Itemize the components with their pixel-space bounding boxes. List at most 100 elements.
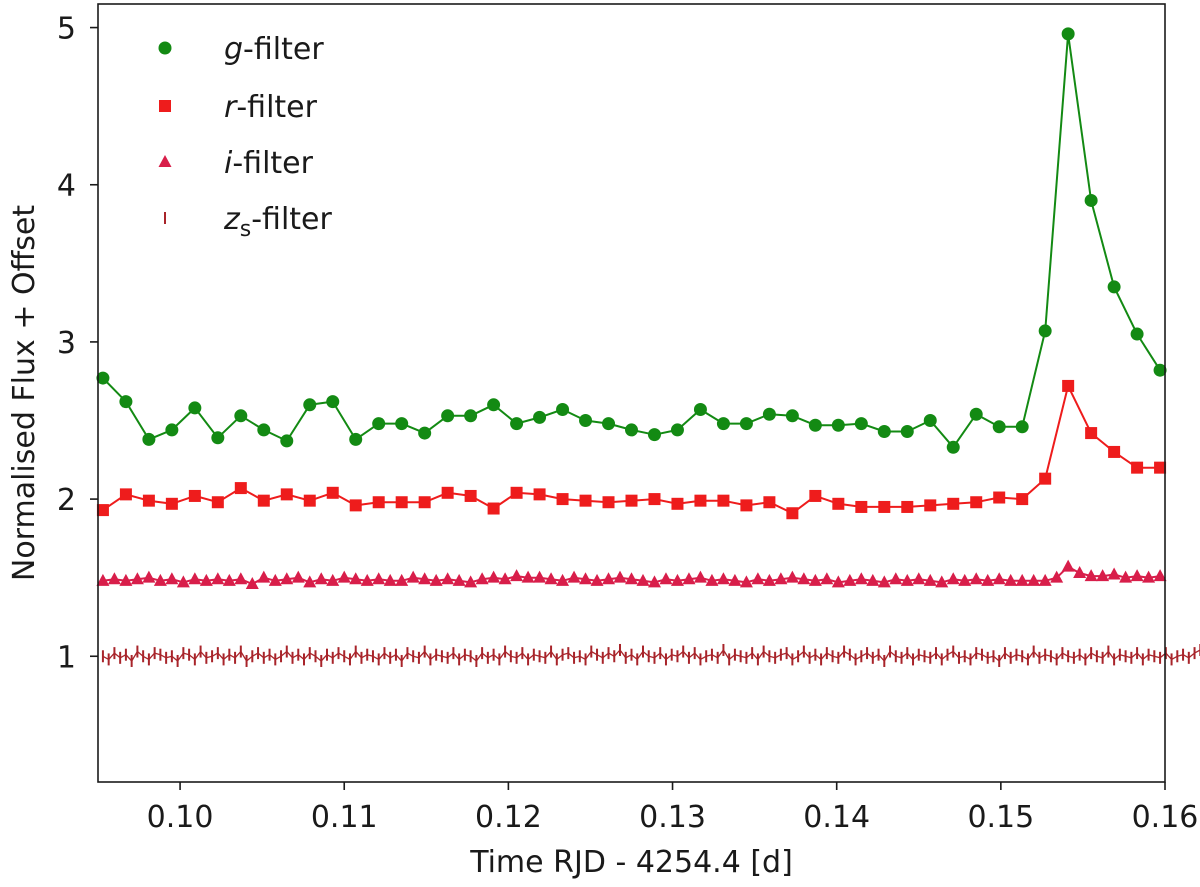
data-point-r-filter bbox=[993, 491, 1006, 504]
data-point-g-filter bbox=[441, 409, 455, 423]
data-point-i-filter bbox=[785, 570, 799, 583]
data-point-i-filter bbox=[395, 573, 409, 586]
data-point-i-filter bbox=[854, 572, 868, 585]
data-point-r-filter bbox=[947, 497, 960, 510]
data-point-i-filter bbox=[119, 573, 133, 586]
data-point-g-filter bbox=[257, 423, 271, 437]
data-point-i-filter bbox=[1004, 573, 1018, 586]
data-point-i-filter bbox=[889, 572, 903, 585]
data-point-g-filter bbox=[831, 418, 845, 432]
data-point-i-filter bbox=[1142, 570, 1156, 583]
legend: g-filter r-filter i-filter zs-filter bbox=[158, 32, 332, 242]
data-point-r-filter bbox=[809, 489, 822, 502]
data-point-i-filter bbox=[613, 570, 627, 583]
data-point-g-filter bbox=[923, 414, 937, 428]
data-point-i-filter bbox=[533, 570, 547, 583]
data-point-r-filter bbox=[1085, 427, 1098, 440]
data-point-g-filter bbox=[395, 417, 409, 431]
data-point-r-filter bbox=[487, 502, 500, 515]
data-point-i-filter bbox=[441, 572, 455, 585]
series-zs-filter bbox=[101, 643, 1200, 667]
data-point-i-filter bbox=[510, 569, 524, 582]
data-point-g-filter bbox=[739, 417, 753, 431]
data-point-g-filter bbox=[418, 426, 432, 440]
data-point-g-filter bbox=[602, 417, 616, 431]
legend-label-r-filter: r-filter bbox=[224, 90, 318, 125]
data-point-g-filter bbox=[625, 423, 638, 437]
data-point-i-filter bbox=[280, 572, 294, 585]
data-point-i-filter bbox=[739, 575, 753, 588]
data-point-i-filter bbox=[636, 573, 650, 586]
series-r-filter bbox=[96, 379, 1167, 520]
data-point-g-filter bbox=[1153, 363, 1167, 377]
data-point-i-filter bbox=[234, 572, 248, 585]
data-point-i-filter bbox=[946, 572, 960, 585]
data-point-i-filter bbox=[1130, 569, 1144, 582]
data-point-i-filter bbox=[521, 570, 535, 583]
data-point-g-filter bbox=[487, 398, 501, 412]
x-tick-label: 0.10 bbox=[147, 800, 214, 835]
data-point-i-filter bbox=[820, 572, 834, 585]
data-point-r-filter bbox=[671, 497, 684, 510]
data-point-i-filter bbox=[866, 573, 880, 586]
data-point-g-filter bbox=[533, 410, 547, 424]
legend-entry-g-filter: g-filter bbox=[158, 32, 324, 67]
data-point-i-filter bbox=[107, 572, 121, 585]
data-point-g-filter bbox=[785, 409, 799, 423]
axis-ticks: 0.10 0.11 0.12 0.13 0.14 0.15 0.16 1 2 3 4 5 bbox=[57, 12, 1198, 835]
data-point-g-filter bbox=[464, 409, 478, 423]
legend-label-i-filter: i-filter bbox=[224, 146, 314, 181]
data-point-r-filter bbox=[1131, 461, 1144, 474]
data-point-g-filter bbox=[142, 432, 156, 446]
data-point-r-filter bbox=[625, 494, 638, 507]
data-point-g-filter bbox=[946, 440, 960, 454]
data-point-r-filter bbox=[326, 486, 339, 499]
data-point-r-filter bbox=[602, 496, 615, 509]
legend-marker-i-filter bbox=[158, 155, 172, 167]
data-point-r-filter bbox=[257, 494, 270, 507]
data-point-r-filter bbox=[579, 494, 592, 507]
data-point-i-filter bbox=[199, 573, 213, 586]
legend-marker-g-filter bbox=[158, 41, 172, 55]
data-point-r-filter bbox=[717, 494, 730, 507]
data-point-r-filter bbox=[349, 499, 362, 512]
data-point-i-filter bbox=[912, 572, 926, 585]
y-tick-label: 3 bbox=[57, 326, 76, 361]
legend-label-zs-filter: zs-filter bbox=[223, 202, 332, 242]
data-point-i-filter bbox=[693, 570, 707, 583]
data-point-r-filter bbox=[96, 504, 109, 517]
data-point-g-filter bbox=[1061, 27, 1075, 41]
data-point-r-filter bbox=[1062, 379, 1075, 392]
data-point-i-filter bbox=[625, 572, 638, 585]
data-point-r-filter bbox=[510, 486, 523, 499]
data-point-i-filter bbox=[808, 573, 822, 586]
data-point-i-filter bbox=[1096, 569, 1110, 582]
data-point-i-filter bbox=[797, 572, 811, 585]
data-point-i-filter bbox=[245, 576, 259, 589]
data-point-g-filter bbox=[510, 417, 524, 431]
data-point-r-filter bbox=[1039, 472, 1052, 485]
data-point-r-filter bbox=[119, 488, 132, 501]
legend-label-g-filter: g-filter bbox=[224, 32, 324, 67]
data-point-i-filter bbox=[1107, 567, 1121, 580]
data-point-i-filter bbox=[877, 575, 891, 588]
data-point-i-filter bbox=[498, 572, 512, 585]
data-point-r-filter bbox=[901, 500, 914, 513]
data-point-i-filter bbox=[464, 575, 478, 588]
legend-entry-zs-filter: zs-filter bbox=[164, 202, 332, 242]
data-point-r-filter bbox=[165, 497, 178, 510]
plot-frame bbox=[97, 3, 1166, 783]
data-point-i-filter bbox=[165, 572, 179, 585]
data-point-i-filter bbox=[843, 573, 857, 586]
data-point-i-filter bbox=[475, 572, 489, 585]
data-point-r-filter bbox=[418, 496, 431, 509]
data-point-i-filter bbox=[418, 572, 432, 585]
data-point-i-filter bbox=[900, 573, 914, 586]
data-point-i-filter bbox=[647, 575, 661, 588]
data-point-r-filter bbox=[372, 496, 385, 509]
data-point-i-filter bbox=[1119, 570, 1133, 583]
data-point-i-filter bbox=[326, 573, 340, 586]
data-point-r-filter bbox=[740, 499, 753, 512]
data-point-g-filter bbox=[165, 423, 179, 437]
